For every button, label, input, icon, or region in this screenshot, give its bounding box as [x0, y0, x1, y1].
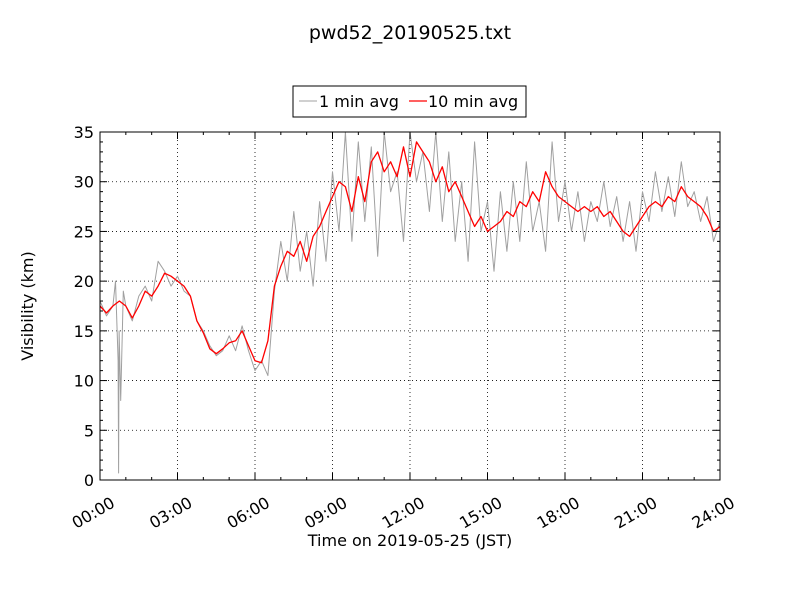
- x-tick-label: 00:00: [69, 493, 118, 533]
- y-tick-labels: 0 5 10 15 20 25 30 35: [74, 123, 94, 490]
- y-tick-label: 35: [74, 123, 94, 142]
- y-tick-label: 25: [74, 222, 94, 241]
- x-tick-label: 06:00: [224, 493, 273, 533]
- x-tick-label: 03:00: [146, 493, 195, 533]
- y-tick-label: 15: [74, 322, 94, 341]
- y-tick-label: 10: [74, 372, 94, 391]
- legend: 1 min avg 10 min avg: [292, 85, 527, 118]
- y-tick-label: 20: [74, 272, 94, 291]
- series-group: [100, 132, 720, 474]
- series-layer: [100, 132, 720, 474]
- grid-lines: [100, 132, 720, 480]
- legend-label-1min: 1 min avg: [319, 92, 399, 111]
- x-tick-label: 09:00: [301, 493, 350, 533]
- series-1min-line: [100, 132, 720, 474]
- y-axis-label: Visibility (km): [18, 251, 37, 360]
- x-axis-label: Time on 2019-05-25 (JST): [307, 531, 512, 550]
- x-tick-label: 21:00: [611, 493, 660, 533]
- y-tick-label: 5: [84, 421, 94, 440]
- y-tick-label: 0: [84, 471, 94, 490]
- y-tick-label: 30: [74, 173, 94, 192]
- series-10min-line: [100, 141, 720, 364]
- x-tick-label: 15:00: [456, 493, 505, 533]
- x-tick-label: 18:00: [534, 493, 583, 533]
- x-tick-label: 12:00: [379, 493, 428, 533]
- tick-marks: [99, 131, 721, 481]
- chart-title: pwd52_20190525.txt: [309, 22, 511, 44]
- x-tick-labels: 00:00 03:00 06:00 09:00 12:00 15:00 18:00 21:00…: [69, 493, 738, 533]
- legend-label-10min: 10 min avg: [428, 92, 518, 111]
- x-tick-label: 24:00: [689, 493, 738, 533]
